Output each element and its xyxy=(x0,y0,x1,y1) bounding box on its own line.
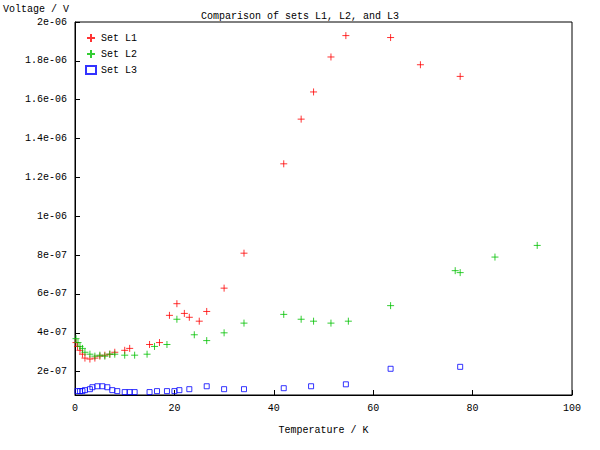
svg-text:0: 0 xyxy=(72,403,78,414)
svg-text:100: 100 xyxy=(563,403,581,414)
svg-text:40: 40 xyxy=(268,403,280,414)
svg-text:20: 20 xyxy=(168,403,180,414)
svg-text:Set L2: Set L2 xyxy=(101,49,137,60)
svg-text:Set L1: Set L1 xyxy=(101,33,137,44)
svg-text:1.8e-06: 1.8e-06 xyxy=(25,55,67,66)
svg-text:1.4e-06: 1.4e-06 xyxy=(25,133,67,144)
svg-text:4e-07: 4e-07 xyxy=(37,327,67,338)
svg-text:80: 80 xyxy=(467,403,479,414)
svg-text:Temperature / K: Temperature / K xyxy=(278,425,368,436)
svg-text:Comparison of sets L1, L2, and: Comparison of sets L1, L2, and L3 xyxy=(201,11,399,22)
svg-text:8e-07: 8e-07 xyxy=(37,250,67,261)
svg-text:Set L3: Set L3 xyxy=(101,65,137,76)
svg-text:1.6e-06: 1.6e-06 xyxy=(25,94,67,105)
svg-text:2e-07: 2e-07 xyxy=(37,366,67,377)
svg-text:2e-06: 2e-06 xyxy=(37,17,67,28)
svg-text:6e-07: 6e-07 xyxy=(37,288,67,299)
svg-text:60: 60 xyxy=(367,403,379,414)
svg-text:1.2e-06: 1.2e-06 xyxy=(25,172,67,183)
svg-text:Voltage / V: Voltage / V xyxy=(3,4,69,15)
svg-text:1e-06: 1e-06 xyxy=(37,211,67,222)
